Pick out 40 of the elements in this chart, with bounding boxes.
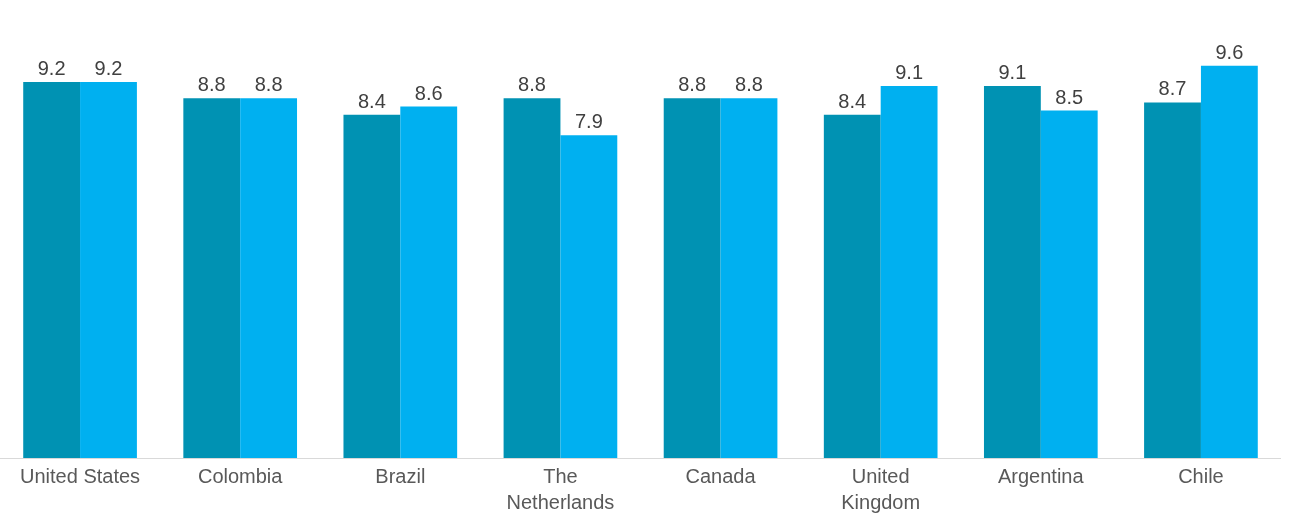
bar (983, 86, 1041, 458)
bar (880, 86, 938, 458)
data-label: 8.5 (1055, 85, 1084, 108)
data-label: 9.2 (37, 57, 66, 79)
bar (503, 98, 561, 458)
bar (343, 114, 401, 458)
x-tick-label: Chile (1178, 465, 1224, 487)
data-label: 9.2 (94, 57, 123, 79)
x-tick-label: Canada (685, 465, 757, 487)
data-label: 8.6 (414, 81, 443, 104)
data-label: 8.8 (197, 73, 226, 96)
bar (240, 98, 298, 458)
x-tick-label: The Netherlands (506, 465, 615, 513)
bar (23, 82, 81, 458)
x-tick-label: Colombia (197, 465, 284, 487)
x-tick-label: Brazil (375, 465, 426, 487)
x-tick-label: Argentina (998, 465, 1085, 487)
data-label: 8.4 (357, 89, 386, 112)
data-label: 8.4 (838, 89, 867, 112)
data-label: 8.7 (1158, 77, 1187, 100)
bar (80, 82, 137, 458)
data-label: 8.8 (735, 73, 763, 96)
bar (1040, 110, 1098, 458)
bar (1144, 102, 1201, 458)
data-label: 8.8 (518, 73, 546, 96)
x-tick-label: United States (20, 465, 141, 487)
data-label: 9.1 (998, 61, 1027, 84)
bar (720, 98, 778, 458)
bar (1200, 65, 1258, 458)
bar (823, 114, 881, 458)
bar (400, 106, 458, 458)
data-label: 8.8 (678, 73, 707, 96)
bar (663, 98, 721, 458)
data-label: 7.9 (574, 110, 603, 133)
data-label: 9.1 (895, 61, 924, 84)
bar (183, 98, 241, 458)
data-label: 8.8 (254, 73, 283, 96)
data-label: 9.6 (1215, 40, 1244, 63)
x-tick-label: United Kingdom (841, 465, 921, 513)
bar (560, 135, 618, 458)
